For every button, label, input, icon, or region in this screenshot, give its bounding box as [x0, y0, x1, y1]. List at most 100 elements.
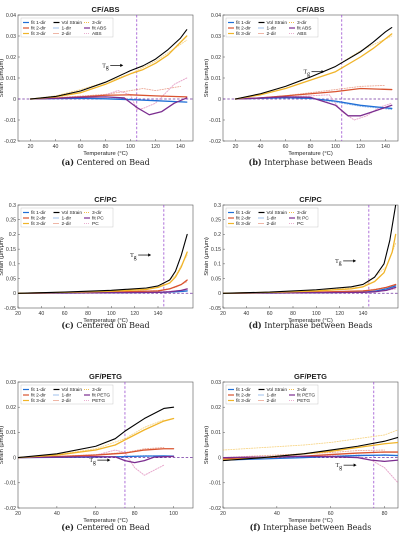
series-line-d3: [18, 419, 165, 459]
caption-text: Centered on Bead: [74, 523, 150, 532]
caption-letter: (f): [250, 522, 261, 532]
legend-entry-fit1: fit 1-dir: [236, 387, 251, 393]
tg-subscript: g: [134, 255, 137, 261]
plot-frame: [17, 381, 194, 509]
legend-entry-d1: 1-dir: [267, 216, 277, 222]
legend-entry-fit3: fit 3-dir: [31, 31, 46, 37]
x-tick-label: 40: [258, 144, 264, 150]
legend-entry-vol: Vol Strain: [267, 387, 288, 393]
panel-title: CF/PC: [299, 195, 322, 204]
legend-entry-fit3: fit 3-dir: [31, 221, 46, 227]
x-tick-label: 60: [62, 311, 68, 317]
panel-caption: (d) Interphase between Beads: [249, 320, 373, 330]
y-tick-label: 0: [13, 291, 16, 297]
legend-entry-fitmat: fit PETG: [92, 393, 110, 399]
series-line-d3: [223, 429, 398, 451]
x-tick-label: 80: [85, 311, 91, 317]
legend-entry-fitmat: fit ABS: [297, 26, 311, 32]
y-tick-label: 0.02: [211, 405, 221, 411]
caption-text: Centered on Bead: [74, 321, 150, 330]
legend-entry-d3: 3-dir: [297, 387, 307, 393]
legend-entry-mat: PETG: [92, 398, 105, 404]
plot-frame: [17, 204, 194, 309]
legend-box: [20, 384, 114, 405]
legend-entry-fit2: fit 2-dir: [236, 216, 251, 222]
plot-area: [223, 15, 398, 141]
y-tick-label: 0.25: [6, 218, 16, 224]
x-tick-label: 80: [308, 144, 314, 150]
legend-entry-mat: ABS: [92, 31, 102, 37]
panel-title: GF/PETG: [294, 372, 327, 381]
plot-frame: [222, 381, 399, 509]
y-tick-label: 0.15: [211, 247, 221, 253]
series-line-fitmat: [29, 96, 188, 116]
series-line-vol: [18, 406, 175, 459]
chart-panel-b: CF/ABS -0.02 -0.01 0 0.01 0.02 0.03 0.04 20 40 60 8…: [204, 5, 399, 157]
legend-entry-d3: 3-dir: [92, 387, 102, 393]
tg-subscript: g: [93, 460, 96, 466]
series-line-fit3: [234, 33, 393, 100]
series-line-vol: [29, 29, 188, 100]
caption-text: Interphase between Beads: [262, 158, 373, 167]
caption-letter: (a): [61, 157, 74, 167]
plot-area: [18, 15, 193, 141]
panel-caption: (f) Interphase between Beads: [250, 522, 372, 532]
x-tick-label: 20: [15, 311, 21, 317]
series-line-fit3: [18, 417, 175, 459]
caption-letter: (c): [61, 320, 74, 330]
y-tick-label: 0.05: [6, 276, 16, 282]
series-line-fitmat: [18, 455, 175, 464]
caption-text: Interphase between Beads: [262, 321, 373, 330]
tg-label: T: [130, 253, 134, 259]
y-tick-label: -0.05: [209, 306, 221, 312]
caption-letter: (e): [61, 522, 74, 532]
legend-entry-d2: 2-dir: [62, 31, 72, 37]
tg-label: T: [304, 70, 308, 76]
y-tick-label: -0.01: [209, 481, 221, 487]
x-tick-label: 40: [53, 144, 59, 150]
y-tick-label: 0: [13, 455, 16, 461]
tg-arrow-head: [120, 63, 124, 67]
y-tick-label: 0.05: [211, 276, 221, 282]
series-line-d3: [18, 254, 188, 294]
series-line-fit3: [29, 35, 188, 100]
legend-entry-fitmat: fit PC: [297, 216, 309, 222]
y-tick-label: 0.1: [9, 262, 16, 268]
x-tick-label: 40: [54, 511, 60, 517]
y-tick-label: 0: [218, 455, 221, 461]
y-tick-label: 0: [13, 97, 16, 103]
chart-panel-f: GF/PETG -0.02 -0.01 0 0.01 0.02 0.03 20 40 60 80 Te…: [204, 372, 399, 524]
series-line-fit3: [18, 251, 188, 294]
legend-entry-fit1: fit 1-dir: [236, 20, 251, 26]
x-tick-label: 60: [267, 311, 273, 317]
chart-panel-a: CF/ABS -0.02 -0.01 0 0.01 0.02 0.03 0.04 20 40 60 8…: [0, 5, 194, 157]
y-axis-label: Strain (μm/μm): [0, 59, 5, 98]
x-tick-label: 60: [283, 144, 289, 150]
x-tick-label: 100: [169, 511, 178, 517]
y-tick-label: 0: [218, 291, 221, 297]
legend-entry-fit2: fit 2-dir: [236, 26, 251, 32]
legend-box: [225, 207, 319, 228]
legend-entry-fitmat: fit PC: [92, 216, 104, 222]
x-tick-label: 100: [126, 144, 135, 150]
plot-area: [223, 205, 398, 308]
y-tick-label: 0.01: [211, 430, 221, 436]
x-tick-label: 60: [93, 511, 99, 517]
tg-subscript: g: [106, 65, 109, 71]
tg-subscript: g: [339, 465, 342, 471]
y-tick-label: 0.03: [6, 34, 16, 40]
x-tick-label: 120: [130, 311, 139, 317]
legend-entry-fit2: fit 2-dir: [31, 216, 46, 222]
x-tick-label: 100: [312, 311, 321, 317]
x-tick-label: 20: [220, 511, 226, 517]
chart-panel-d: CF/PC -0.05 0 0.05 0.1 0.15 0.2 0.25 0.3 20 40 60 80…: [204, 195, 399, 324]
x-tick-label: 140: [176, 144, 185, 150]
